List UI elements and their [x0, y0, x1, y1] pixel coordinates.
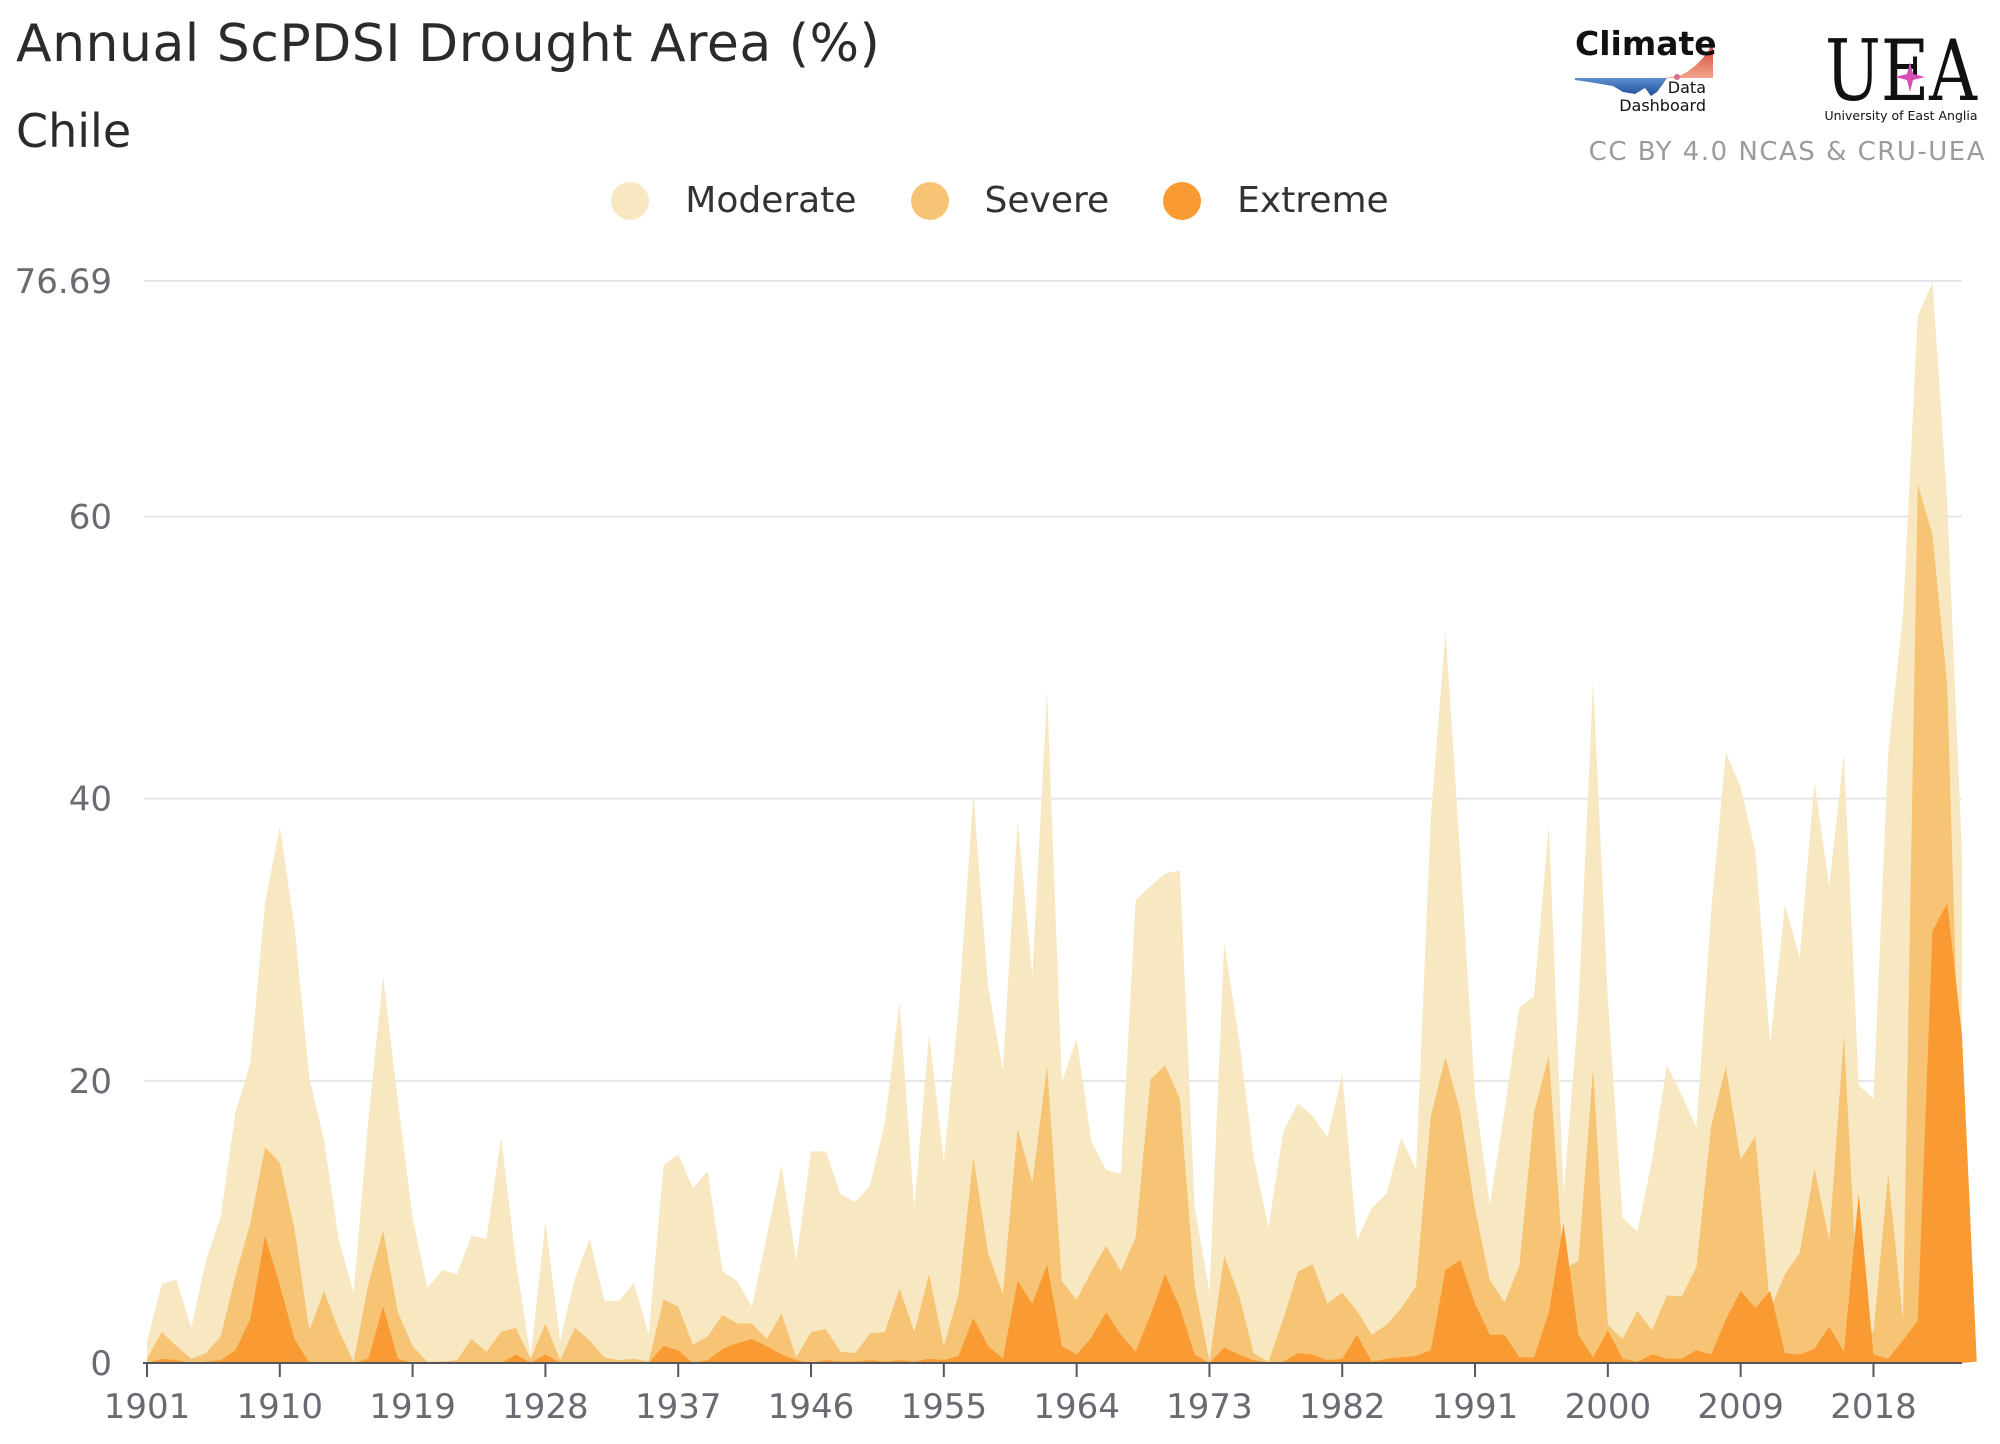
- x-tick-label: 1955: [901, 1387, 988, 1427]
- license-credit: CC BY 4.0 NCAS & CRU-UEA: [1588, 137, 1986, 167]
- legend-item-moderate[interactable]: Moderate: [611, 180, 857, 221]
- legend-item-severe[interactable]: Severe: [910, 180, 1110, 221]
- chart-subtitle: Chile: [16, 104, 132, 158]
- y-tick-label: 40: [69, 780, 112, 820]
- legend-swatch-extreme: [1163, 181, 1202, 220]
- logo-data-text: Data: [1668, 78, 1706, 97]
- legend-label-severe: Severe: [984, 180, 1110, 221]
- logo-climate-text: Climate: [1575, 24, 1717, 63]
- x-tick-label: 1919: [369, 1387, 456, 1427]
- x-tick-label: 1982: [1299, 1387, 1386, 1427]
- area-severe: [147, 484, 1962, 1363]
- chart-legend: Moderate Severe Extreme: [0, 180, 2000, 221]
- logos: Climate Data Dashboard UEA University of…: [1575, 22, 1978, 123]
- y-tick-label: 0: [90, 1344, 112, 1384]
- chart-title: Annual ScPDSI Drought Area (%): [16, 14, 881, 74]
- x-tick-label: 1973: [1166, 1387, 1253, 1427]
- area-moderate: [147, 282, 1962, 1363]
- x-tick-label: 2018: [1830, 1387, 1917, 1427]
- y-tick-label: 20: [69, 1062, 112, 1102]
- uea-letters: UEA: [1825, 22, 1978, 120]
- warming-stripes-blue-icon: [1575, 78, 1667, 96]
- legend-label-moderate: Moderate: [685, 180, 857, 221]
- y-tick-label: 60: [69, 497, 112, 537]
- climate-data-dashboard-logo: Climate Data Dashboard: [1575, 24, 1717, 115]
- uea-caption: University of East Anglia: [1824, 108, 1977, 123]
- x-tick-label: 1928: [502, 1387, 589, 1427]
- x-tick-label: 1937: [635, 1387, 722, 1427]
- legend-swatch-moderate: [611, 181, 650, 220]
- x-tick-label: 1964: [1033, 1387, 1120, 1427]
- x-tick-label: 1946: [768, 1387, 855, 1427]
- logo-dashboard-text: Dashboard: [1619, 96, 1706, 115]
- legend-swatch-severe: [910, 181, 949, 220]
- x-tick-label: 2009: [1697, 1387, 1784, 1427]
- x-tick-label: 2000: [1565, 1387, 1652, 1427]
- uea-logo: UEA University of East Anglia: [1824, 22, 1978, 123]
- x-tick-label: 1910: [237, 1387, 324, 1427]
- y-tick-label: 76.69: [15, 262, 112, 302]
- legend-label-extreme: Extreme: [1237, 180, 1389, 221]
- x-tick-label: 1991: [1432, 1387, 1519, 1427]
- legend-item-extreme[interactable]: Extreme: [1163, 180, 1389, 221]
- uea-star-icon: [1895, 62, 1925, 92]
- x-tick-label: 1901: [104, 1387, 191, 1427]
- warming-stripes-red-icon: [1663, 40, 1713, 78]
